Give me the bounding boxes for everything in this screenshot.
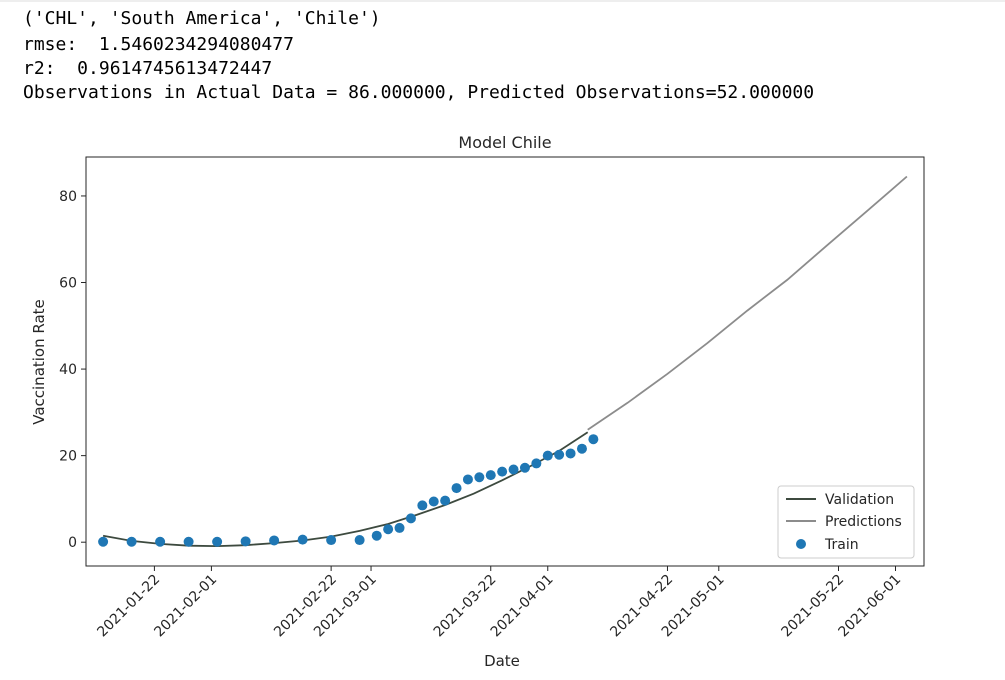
legend-box [777,485,915,559]
train-point [565,448,576,459]
train-point [531,458,542,469]
train-point [440,495,451,506]
train-point [126,536,137,547]
train-point [155,536,166,547]
train-point [98,536,109,547]
output-rmse: rmse: 1.5460234294080477 [23,34,294,55]
train-point [508,464,519,475]
predictions-line [587,175,908,431]
legend-swatch-train [796,539,806,549]
legend-label-validation: Validation [825,492,894,508]
train-point [588,434,599,445]
train-point [474,472,485,483]
train-point [371,530,382,541]
y-tick-label: 80 [59,189,77,205]
legend-label-predictions: Predictions [825,514,902,530]
train-point [326,535,337,546]
train-point [240,536,251,547]
train-point [394,522,405,533]
train-point [576,443,587,454]
train-point [542,450,553,461]
train-point [485,470,496,481]
train-point [383,524,394,535]
notebook-top-border [0,0,1005,2]
y-tick-label: 0 [68,535,77,551]
train-point [354,535,365,546]
y-tick-label: 60 [59,276,77,292]
output-r2: r2: 0.9614745613472447 [23,58,273,79]
legend-label-train: Train [824,537,859,553]
train-point [183,536,194,547]
train-point [428,496,439,507]
train-point [497,466,508,477]
y-tick-label: 20 [59,449,77,465]
train-point [405,513,416,524]
train-point [462,474,473,485]
y-tick-label: 40 [59,362,77,378]
output-country-tuple: ('CHL', 'South America', 'Chile') [23,8,381,29]
train-point [554,449,565,460]
train-point [297,534,308,545]
legend: Validation Predictions Train [777,485,915,559]
output-observations: Observations in Actual Data = 86.000000,… [23,82,815,103]
train-point [451,483,462,494]
y-axis-label: Vaccination Rate [30,299,48,425]
train-point [212,536,223,547]
train-point [417,500,428,511]
validation-line [102,431,589,548]
train-point [269,535,280,546]
train-point [519,462,530,473]
plot-area [85,156,925,567]
chart-title: Model Chile [458,133,551,152]
x-axis-label: Date [484,652,520,670]
